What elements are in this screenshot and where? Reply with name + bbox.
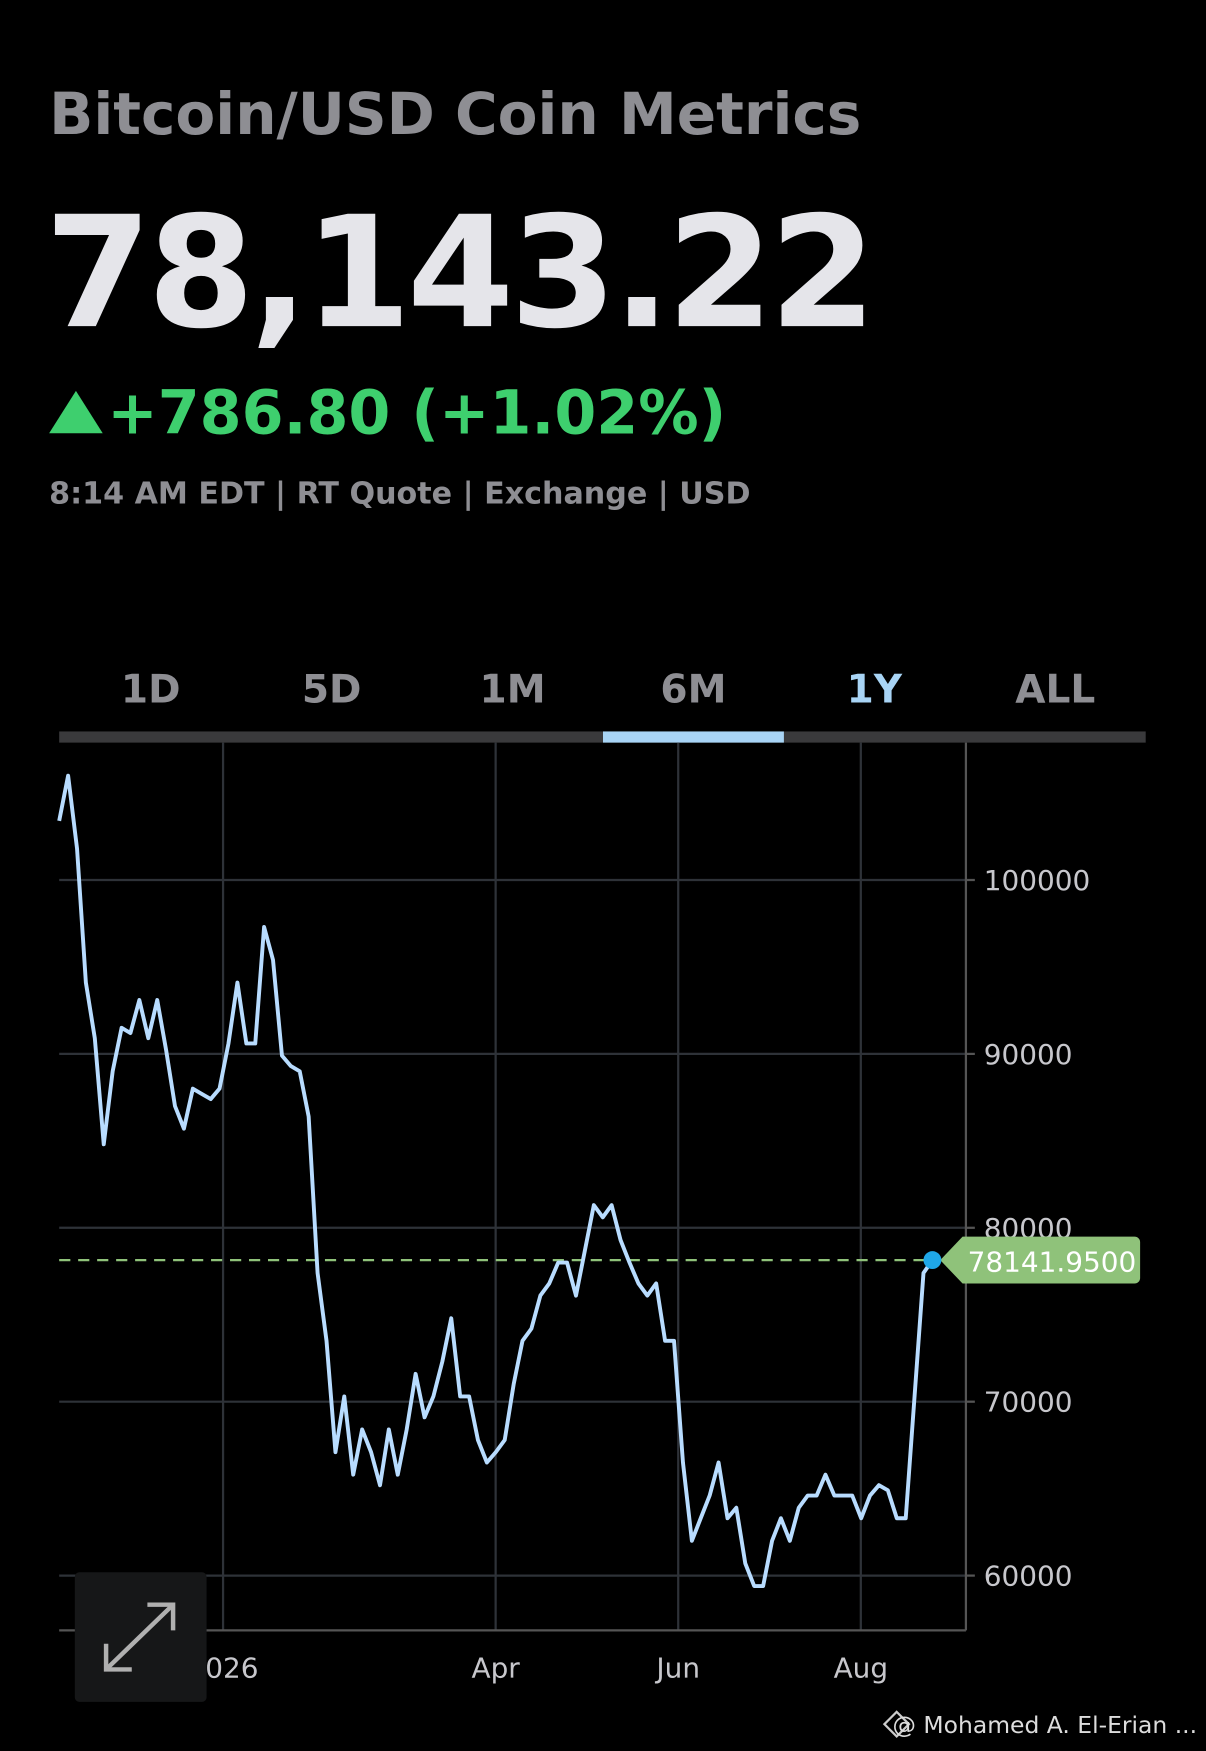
tab-label[interactable]: 1M (480, 667, 546, 712)
x-tick-label: Jun (654, 1651, 700, 1684)
tab-track (59, 731, 1146, 743)
x-tick-label: Apr (471, 1651, 520, 1684)
up-arrow (49, 390, 103, 434)
watermark: @ Mohamed A. El-Erian ... (893, 1711, 1198, 1739)
y-tick-label: 70000 (984, 1386, 1073, 1419)
x-tick-label: Aug (834, 1651, 889, 1684)
reference-tag (940, 1236, 1141, 1284)
tab-label[interactable]: 1Y (847, 667, 903, 712)
title: Bitcoin/USD Coin Metrics (49, 80, 861, 148)
price-line (57, 773, 935, 1588)
expand-icon (103, 1602, 176, 1672)
tab-label[interactable]: 1D (121, 667, 181, 712)
quote-meta: 8:14 AM EDT | RT Quote | Exchange | USD (49, 477, 750, 512)
watermark-icon (882, 1710, 911, 1739)
last-point (923, 1251, 942, 1270)
change: +786.80 (+1.02%) (107, 378, 726, 448)
y-tick-label: 60000 (984, 1560, 1073, 1593)
price: 78,143.22 (45, 184, 872, 363)
reference-label: 78141.9500 (968, 1245, 1137, 1278)
y-tick-label: 100000 (984, 864, 1091, 897)
y-tick-label: 90000 (984, 1038, 1073, 1071)
tab-label[interactable]: 5D (302, 667, 362, 712)
tab-label[interactable]: ALL (1015, 667, 1095, 712)
tab-indicator (603, 731, 784, 743)
tab-label[interactable]: 6M (660, 667, 726, 712)
